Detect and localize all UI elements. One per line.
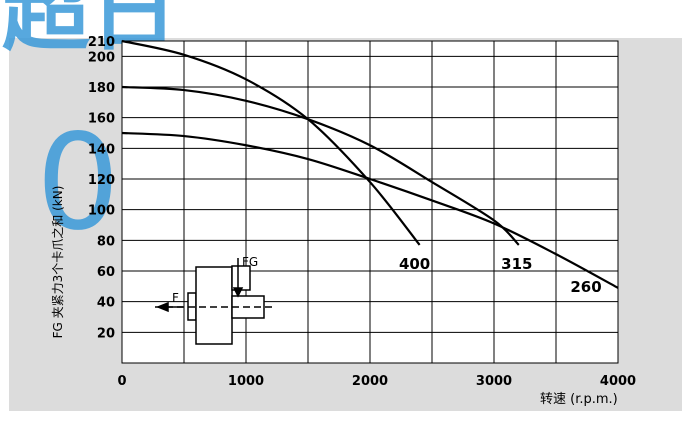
f-label: F	[172, 291, 179, 305]
fg-label: FG	[242, 255, 258, 269]
y-tick-label: 160	[88, 112, 115, 127]
series-labels: 400 315 260	[399, 255, 602, 296]
fg-arrow-head	[232, 287, 244, 298]
x-tick-label: 3000	[476, 374, 512, 389]
y-tick-label: 120	[88, 173, 115, 188]
series-label-260: 260	[570, 278, 601, 296]
jaw-shape	[231, 265, 251, 291]
chuck-main	[195, 266, 233, 345]
y-tick-label: 140	[88, 142, 115, 157]
series-line-260	[121, 131, 619, 289]
x-tick-label: 0	[117, 374, 126, 389]
x-axis-label: 转速 (r.p.m.)	[540, 392, 618, 407]
y-tick-label: 20	[97, 326, 115, 341]
x-tick-label: 4000	[600, 374, 636, 389]
y-tick-label: 200	[88, 50, 115, 65]
y-tick-label: 180	[88, 81, 115, 96]
series-line-315	[121, 85, 520, 246]
series-label-315: 315	[501, 255, 532, 273]
series-label-400: 400	[399, 255, 430, 273]
y-tick-label: 60	[97, 265, 115, 280]
y-axis-label: FG 夹紧力3个卡爪之和 (kN)	[51, 186, 65, 339]
y-tick-label: 80	[97, 234, 115, 249]
y-tick-label: 40	[97, 296, 115, 311]
x-tick-label: 2000	[352, 374, 388, 389]
x-tick-label: 1000	[228, 374, 264, 389]
series-line-400	[121, 39, 421, 246]
y-tick-label: 100	[88, 204, 115, 219]
f-arrow-head	[155, 301, 169, 313]
y-tick-label: 210	[88, 35, 115, 50]
curves	[121, 39, 619, 289]
chuck-diagram-icon	[155, 258, 272, 345]
